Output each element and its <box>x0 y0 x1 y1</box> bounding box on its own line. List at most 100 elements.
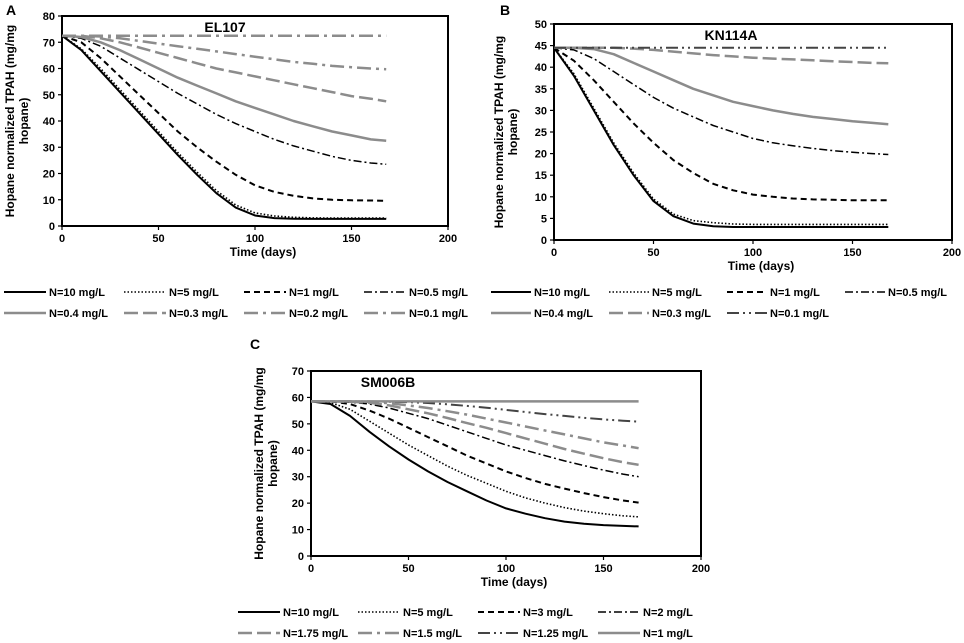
y-axis-title-line: Hopane normalized TPAH (mg/mg <box>3 25 17 217</box>
x-axis-title: Time (days) <box>230 245 296 259</box>
legend-label-n-1-mg-l: N=1 mg/L <box>770 287 820 299</box>
x-tick-label: 0 <box>59 233 65 245</box>
x-tick-label: 50 <box>152 233 164 245</box>
y-tick-label: 50 <box>535 19 547 31</box>
chart-panel-b: B 0 5 10 15 20 25 30 35 40 45 50 0 50 100 150 200 Time (d… <box>491 2 961 320</box>
series-line-n-0-2-mg-l <box>62 34 387 71</box>
series-line-n-0-3-mg-l <box>554 46 889 65</box>
x-tick-label: 100 <box>246 233 264 245</box>
y-tick-label: 70 <box>292 366 304 378</box>
y-tick-label: 0 <box>49 221 55 233</box>
x-tick-label: 50 <box>647 247 659 259</box>
y-axis-title: Hopane normalized TPAH (mg/mghopane) <box>252 367 280 559</box>
legend-label-n-10-mg-l: N=10 mg/L <box>49 287 105 299</box>
plot-frame <box>553 23 953 241</box>
panel-label: A <box>6 2 16 18</box>
y-tick-label: 10 <box>292 525 304 537</box>
y-axis-title-line: hopane) <box>506 109 520 156</box>
y-tick-label: 45 <box>535 41 547 53</box>
y-axis-title-line: hopane) <box>17 98 31 145</box>
series-line-n-0-3-mg-l <box>62 34 387 103</box>
x-tick-label: 100 <box>744 247 762 259</box>
y-tick-label: 25 <box>535 127 547 139</box>
plot-frame <box>61 15 449 227</box>
legend-label-n-1-mg-l: N=1 mg/L <box>289 287 339 299</box>
series-line-n-5-mg-l <box>553 47 889 226</box>
plot-frame <box>310 370 702 557</box>
series-line-n-0-4-mg-l <box>61 34 387 142</box>
series-line-n-10-mg-l <box>61 34 387 220</box>
y-tick-label: 80 <box>43 11 55 23</box>
x-tick-label: 100 <box>497 563 515 575</box>
series-line-n-0-5-mg-l <box>553 47 889 156</box>
y-tick-label: 35 <box>535 84 547 96</box>
x-axis-title: Time (days) <box>728 259 794 273</box>
series-line-n-1-25-mg-l <box>311 400 639 423</box>
y-tick-label: 50 <box>292 419 304 431</box>
legend-label-n-5-mg-l: N=5 mg/L <box>403 607 453 619</box>
x-tick-label: 0 <box>551 247 557 259</box>
legend-label-n-1-75-mg-l: N=1.75 mg/L <box>283 628 348 640</box>
y-tick-label: 20 <box>43 169 55 181</box>
y-tick-label: 15 <box>535 170 547 182</box>
chart-title: EL107 <box>204 19 245 35</box>
legend-label-n-0-1-mg-l: N=0.1 mg/L <box>409 308 468 320</box>
legend-label-n-2-mg-l: N=2 mg/L <box>643 607 693 619</box>
y-tick-label: 40 <box>43 116 55 128</box>
y-tick-label: 10 <box>43 195 55 207</box>
legend-label-n-1-mg-l: N=1 mg/L <box>643 628 693 640</box>
x-tick-label: 150 <box>843 247 861 259</box>
legend-label-n-1-5-mg-l: N=1.5 mg/L <box>403 628 462 640</box>
legend-label-n-0-4-mg-l: N=0.4 mg/L <box>49 308 108 320</box>
y-tick-label: 30 <box>292 472 304 484</box>
y-axis-title-line: Hopane normalized TPAH (mg/mg <box>492 36 506 228</box>
x-tick-label: 50 <box>402 563 414 575</box>
x-tick-label: 150 <box>594 563 612 575</box>
legend: N=10 mg/L N=5 mg/L N=3 mg/L N=2 mg/L N=1.75 … <box>238 607 693 640</box>
y-tick-label: 30 <box>535 105 547 117</box>
legend-label-n-1-25-mg-l: N=1.25 mg/L <box>523 628 588 640</box>
legend-label-n-10-mg-l: N=10 mg/L <box>283 607 339 619</box>
x-tick-label: 0 <box>308 563 314 575</box>
series-line-n-3-mg-l <box>311 400 639 504</box>
y-tick-label: 30 <box>43 142 55 154</box>
panel-label: B <box>500 2 510 18</box>
series-line-n-2-mg-l <box>311 400 639 478</box>
chart-title: SM006B <box>361 374 415 390</box>
y-tick-label: 0 <box>298 551 304 563</box>
y-tick-label: 0 <box>541 235 547 247</box>
y-axis-title-line: Hopane normalized TPAH (mg/mg <box>252 367 266 559</box>
series-line-n-10-mg-l <box>310 400 639 528</box>
y-axis-title: Hopane normalized TPAH (mg/mghopane) <box>492 36 520 228</box>
legend-label-n-3-mg-l: N=3 mg/L <box>523 607 573 619</box>
y-tick-label: 10 <box>535 192 547 204</box>
y-tick-label: 50 <box>43 90 55 102</box>
series-line-n-10-mg-l <box>553 47 889 228</box>
panel-label: C <box>250 336 260 352</box>
series-line-n-1-75-mg-l <box>311 400 639 467</box>
y-tick-label: 20 <box>292 498 304 510</box>
chart-panel-c: C 0 10 20 30 40 50 60 70 0 50 100 150 200 Time (days) H… <box>238 336 710 640</box>
x-axis-title: Time (days) <box>481 575 547 589</box>
y-tick-label: 40 <box>292 445 304 457</box>
chart-panel-a: A 0 10 20 30 40 50 60 70 80 0 50 100 150 200 Time (days… <box>3 2 468 320</box>
legend-label-n-5-mg-l: N=5 mg/L <box>169 287 219 299</box>
legend-label-n-0-1-mg-l: N=0.1 mg/L <box>770 308 829 320</box>
series-line-n-1-mg-l <box>553 46 889 202</box>
y-tick-label: 60 <box>292 392 304 404</box>
x-tick-label: 150 <box>342 233 360 245</box>
x-tick-label: 200 <box>439 233 457 245</box>
y-tick-label: 5 <box>541 213 547 225</box>
series-line-n-0-5-mg-l <box>61 34 387 166</box>
series-line-n-0-4-mg-l <box>554 46 889 126</box>
legend-label-n-5-mg-l: N=5 mg/L <box>652 287 702 299</box>
chart-title: KN114A <box>705 27 758 43</box>
legend: N=10 mg/L N=5 mg/L N=1 mg/L N=0.5 mg/L N=0.4… <box>4 287 468 320</box>
legend-label-n-10-mg-l: N=10 mg/L <box>534 287 590 299</box>
legend-label-n-0-5-mg-l: N=0.5 mg/L <box>409 287 468 299</box>
y-tick-label: 40 <box>535 62 547 74</box>
x-tick-label: 200 <box>943 247 961 259</box>
series-line-n-5-mg-l <box>61 35 387 219</box>
legend: N=10 mg/L N=5 mg/L N=1 mg/L N=0.5 mg/L N=0.4… <box>491 287 947 320</box>
